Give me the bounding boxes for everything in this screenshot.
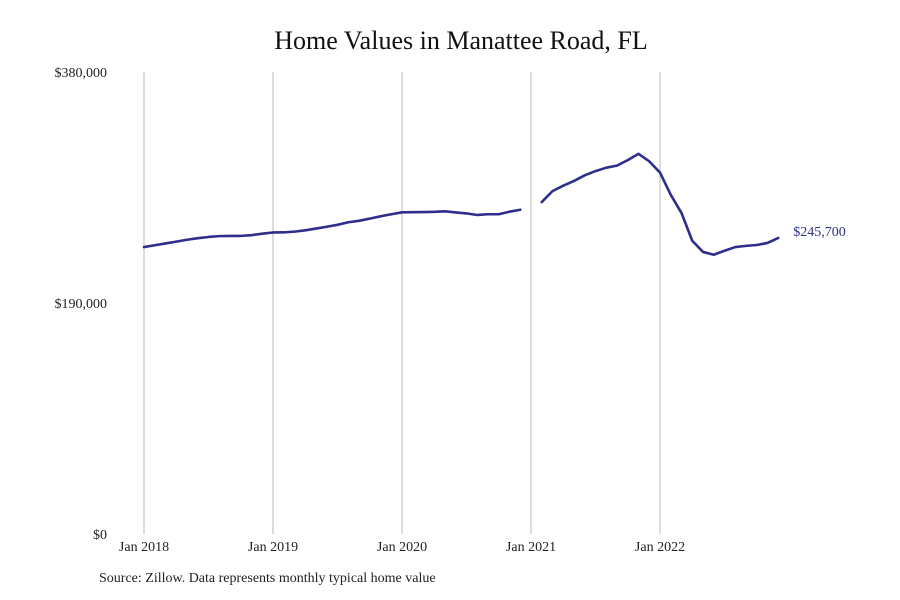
- end-value-label: $245,700: [793, 225, 846, 240]
- x-tick-label: Jan 2021: [506, 540, 556, 555]
- y-tick-label: $380,000: [55, 66, 108, 81]
- y-axis-ticks: $0 $190,000 $380,000: [55, 66, 108, 543]
- x-tick-label: Jan 2018: [119, 540, 169, 555]
- end-value-label-group: $245,700: [793, 225, 846, 240]
- chart-title: Home Values in Manattee Road, FL: [274, 26, 648, 55]
- source-note: Source: Zillow. Data represents monthly …: [99, 571, 436, 586]
- home-value-series: [142, 152, 780, 257]
- x-tick-label: Jan 2020: [377, 540, 427, 555]
- x-tick-label: Jan 2022: [635, 540, 685, 555]
- x-axis-ticks: Jan 2018 Jan 2019 Jan 2020 Jan 2021 Jan 2022: [119, 540, 685, 555]
- y-tick-label: $190,000: [55, 297, 108, 312]
- series-line: [540, 152, 780, 257]
- y-tick-label: $0: [93, 528, 107, 543]
- vertical-grid: [143, 72, 661, 534]
- series-line: [142, 208, 522, 249]
- x-tick-label: Jan 2019: [248, 540, 298, 555]
